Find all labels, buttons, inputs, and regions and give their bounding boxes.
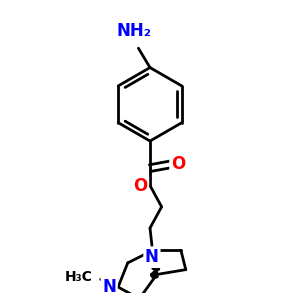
Text: O: O	[133, 176, 148, 194]
Text: O: O	[171, 155, 185, 173]
Text: N: N	[145, 248, 159, 266]
Text: H₃C: H₃C	[65, 270, 93, 284]
Text: O: O	[171, 155, 185, 173]
Text: NH₂: NH₂	[116, 22, 151, 40]
Text: N: N	[102, 278, 116, 296]
